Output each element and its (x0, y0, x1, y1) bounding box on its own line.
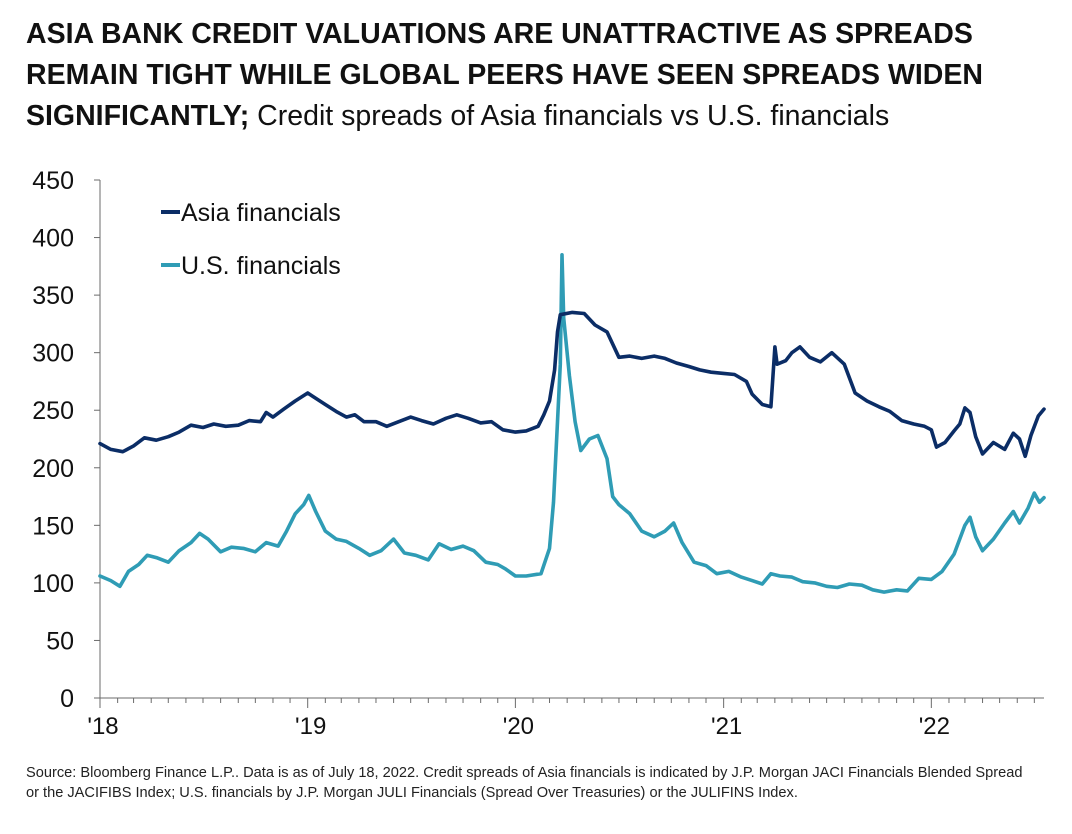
line-chart: 0 50 100 150 200 250 300 350 400 450 '18 '19 '20 '21… (32, 167, 1046, 740)
y-tick-label: 450 (32, 167, 74, 195)
x-tick-label: '20 (503, 713, 534, 740)
chart-legend: Asia financials U.S. financials (161, 199, 341, 280)
x-tick-label: '21 (711, 713, 742, 740)
y-axis: 0 50 100 150 200 250 300 350 400 450 (32, 167, 101, 713)
y-tick-label: 400 (32, 225, 74, 253)
x-tick-label: '18 (87, 713, 118, 740)
y-tick-label: 250 (32, 397, 74, 425)
y-tick-label: 0 (60, 685, 74, 713)
chart-series (98, 253, 1046, 594)
y-tick-label: 150 (32, 512, 74, 540)
y-tick-label: 350 (32, 282, 74, 310)
x-tick-label: '22 (919, 713, 950, 740)
y-tick-label: 200 (32, 455, 74, 483)
chart-title-subtitle: Credit spreads of Asia financials vs U.S… (249, 100, 890, 132)
chart-title: ASIA BANK CREDIT VALUATIONS ARE UNATTRAC… (26, 14, 1056, 137)
y-tick-label: 100 (32, 570, 74, 598)
x-axis: '18 '19 '20 '21 '22 (87, 697, 1044, 740)
chart-title-bold: ASIA BANK CREDIT VALUATIONS ARE UNATTRAC… (26, 18, 983, 132)
y-tick-label: 300 (32, 340, 74, 368)
series-line-asia-financials (98, 310, 1046, 459)
source-note: Source: Bloomberg Finance L.P.. Data is … (26, 765, 1023, 801)
series-line-u-s-financials (98, 253, 1046, 594)
legend-label: U.S. financials (181, 252, 341, 280)
legend-label: Asia financials (181, 199, 341, 227)
x-tick-label: '19 (295, 713, 326, 740)
y-tick-label: 50 (46, 627, 74, 655)
